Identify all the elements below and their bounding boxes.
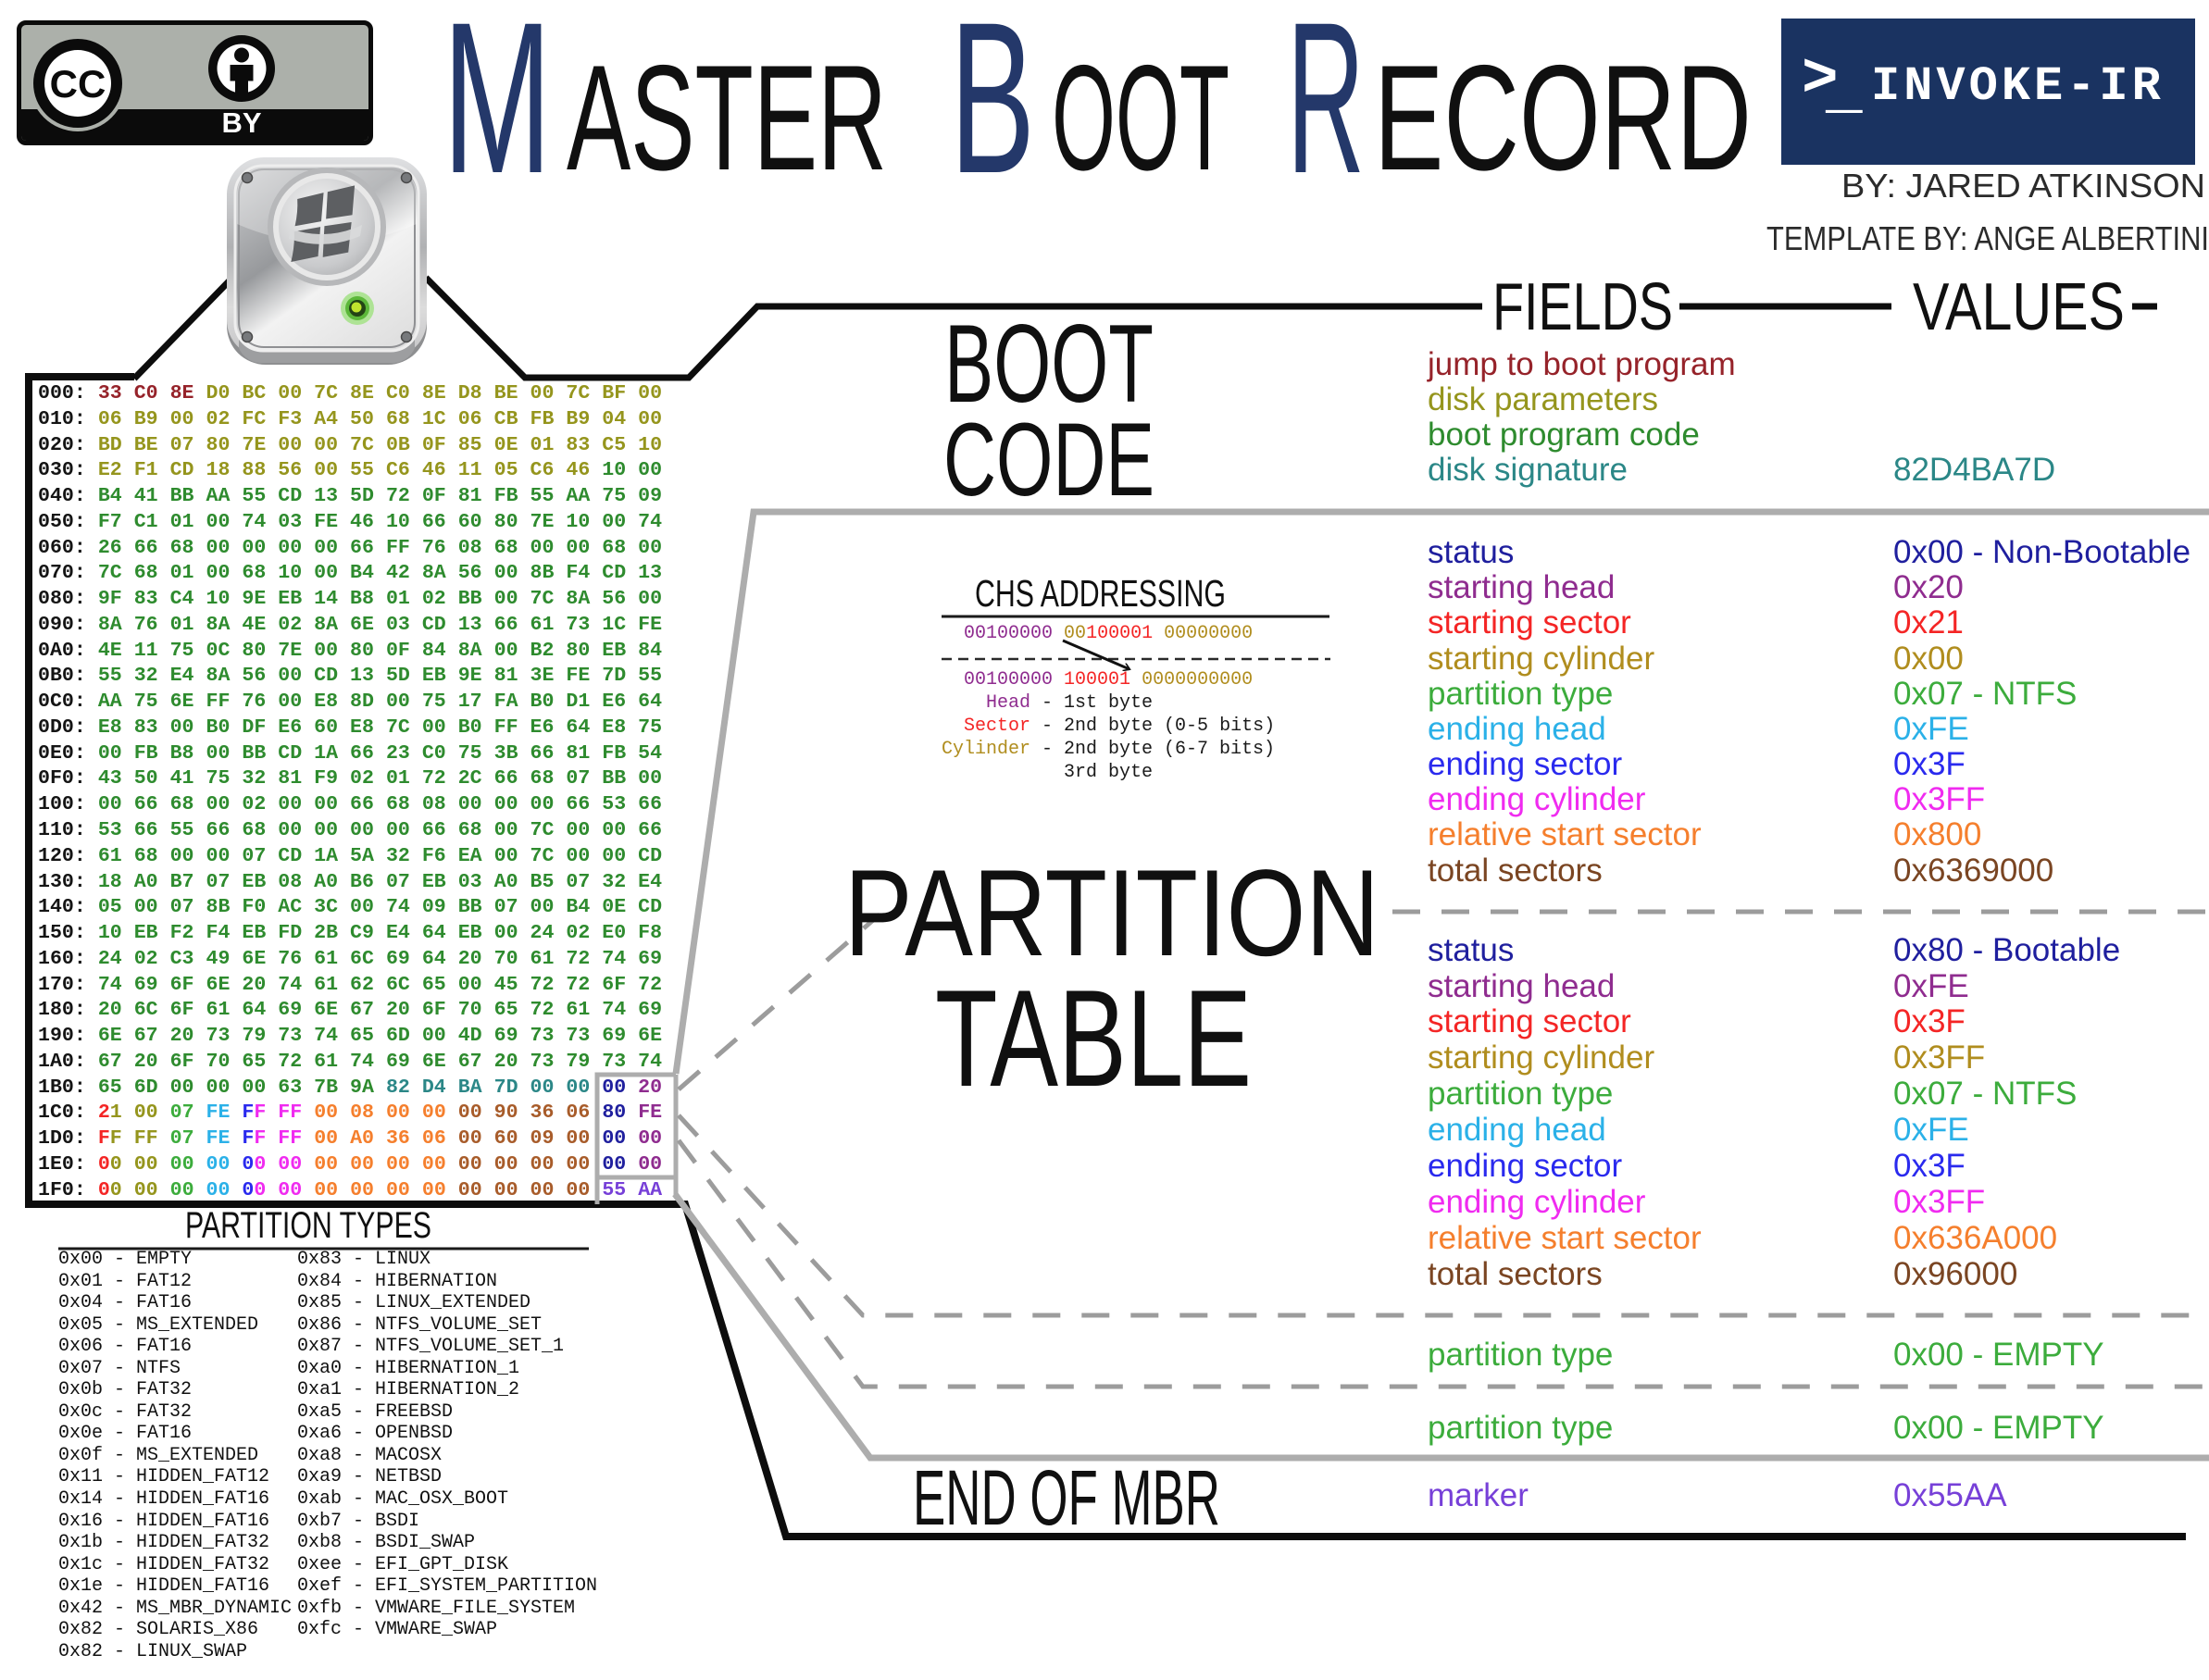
svg-text:CC: CC (50, 62, 106, 106)
svg-text:BOOT: BOOT (944, 302, 1154, 426)
svg-text:ECORD: ECORD (1374, 34, 1752, 202)
svg-text:BY: JARED ATKINSON: BY: JARED ATKINSON (1841, 167, 2205, 205)
svg-text:OOT: OOT (1052, 34, 1229, 202)
svg-text:PARTITION TYPES: PARTITION TYPES (185, 1205, 431, 1246)
svg-text:VALUES: VALUES (1913, 270, 2125, 344)
svg-text:PARTITION: PARTITION (844, 845, 1379, 982)
svg-text:FIELDS: FIELDS (1492, 270, 1673, 344)
svg-text:END OF MBR: END OF MBR (913, 1454, 1220, 1541)
svg-text:TEMPLATE BY: ANGE ALBERTINI: TEMPLATE BY: ANGE ALBERTINI (1766, 219, 2209, 257)
svg-text:M: M (443, 0, 552, 218)
svg-text:CODE: CODE (943, 402, 1154, 517)
svg-text:R: R (1287, 0, 1365, 218)
svg-text:TABLE: TABLE (935, 961, 1252, 1115)
svg-text:ASTER: ASTER (567, 34, 887, 202)
svg-text:CHS ADDRESSING: CHS ADDRESSING (975, 572, 1226, 615)
svg-text:B: B (950, 0, 1035, 218)
